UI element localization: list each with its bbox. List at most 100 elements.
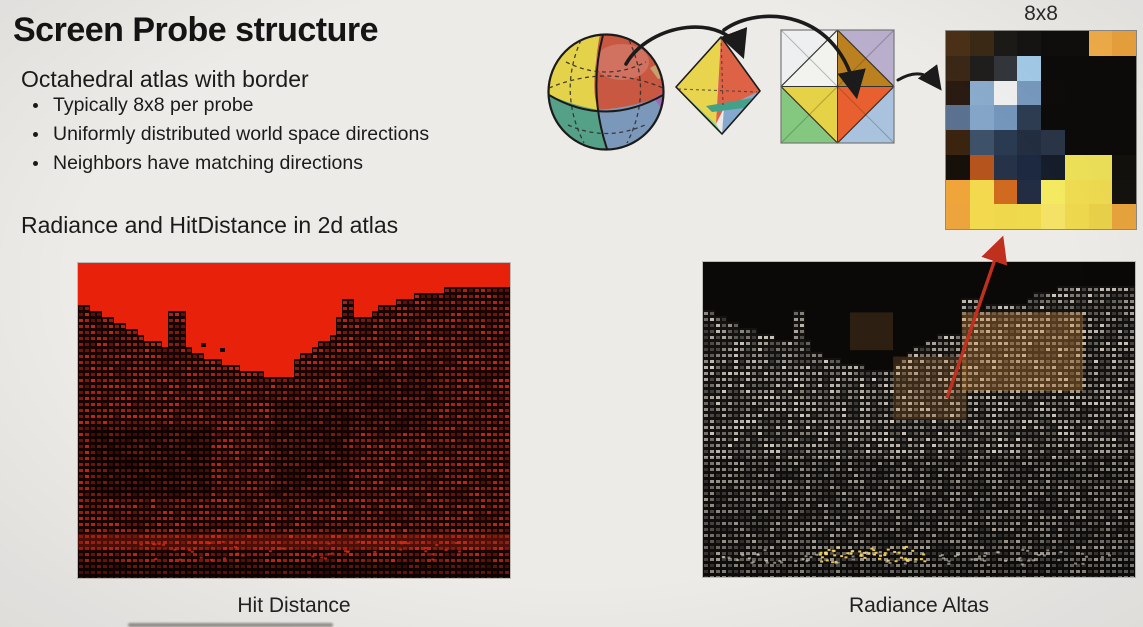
octahedron-face-yellow <box>676 37 721 124</box>
probe-grid-cell <box>1088 31 1113 56</box>
caption-hit-distance: Hit Distance <box>237 594 351 617</box>
probe-grid-cell <box>1112 154 1136 180</box>
probe-grid-cell <box>1088 154 1113 180</box>
probe-grid-cell <box>1017 80 1041 106</box>
probe-grid-cell <box>1088 179 1113 205</box>
probe-grid-cell <box>1064 204 1089 229</box>
probe-grid-cell <box>993 130 1018 155</box>
section-label: Radiance and HitDistance in 2d atlas <box>21 212 399 238</box>
bullet-text: Neighbors have matching directions <box>53 152 364 174</box>
octahedron-dashed-edges <box>677 36 758 106</box>
probe-grid-cell <box>1064 31 1089 56</box>
bullet-item: Typically 8x8 per probe <box>28 94 429 123</box>
probe-grid-cell <box>1017 130 1041 155</box>
probe-grid-cell <box>993 179 1018 205</box>
sphere-dashed-graticule <box>548 39 664 144</box>
probe-grid-cell <box>1041 31 1065 56</box>
bullet-item: Neighbors have matching directions <box>28 152 429 181</box>
probe-grid-cell <box>1112 130 1136 155</box>
probe-texel-grid <box>945 30 1137 230</box>
bullet-marker <box>33 103 38 108</box>
probe-grid-cell <box>1041 154 1065 180</box>
probe-grid-cell <box>1088 204 1113 229</box>
probe-grid-cell <box>946 204 970 229</box>
bullet-marker <box>33 161 38 166</box>
probe-grid-cell <box>1041 55 1065 81</box>
probe-grid-cell <box>1017 105 1041 130</box>
probe-grid-cell <box>946 105 970 130</box>
probe-grid-cell <box>946 55 970 81</box>
probe-grid-cell <box>1041 204 1065 229</box>
probe-grid-cell <box>969 130 994 155</box>
probe-grid-cell <box>946 179 970 205</box>
probe-grid-cell <box>1112 204 1136 229</box>
sphere-sliver-purple <box>654 90 664 113</box>
probe-grid-cell <box>1088 105 1113 130</box>
probe-grid-cell <box>1088 55 1113 81</box>
probe-grid-cell <box>1017 55 1041 81</box>
probe-grid-cell <box>1017 179 1041 205</box>
probe-grid-cell <box>969 154 994 180</box>
probe-grid-cell <box>946 154 970 180</box>
probe-grid-size-label: 8x8 <box>1024 2 1058 25</box>
atlas-to-grid-arrow-icon <box>896 64 942 91</box>
octahedron-diagram <box>675 36 761 135</box>
probe-grid-cell <box>1064 80 1089 106</box>
probe-grid-cell <box>969 55 994 81</box>
atlas-square-outline <box>780 29 895 144</box>
hit-distance-atlas-image <box>77 262 511 579</box>
probe-grid-cell <box>993 55 1018 81</box>
bullet-marker <box>33 132 38 137</box>
bullet-text: Typically 8x8 per probe <box>53 94 254 116</box>
bullet-list: Typically 8x8 per probe Uniformly distri… <box>28 94 429 181</box>
probe-grid-cell <box>969 204 994 229</box>
probe-grid-cell <box>1064 179 1089 205</box>
page-title: Screen Probe structure <box>13 11 379 49</box>
probe-grid-cell <box>1112 105 1136 130</box>
probe-grid-cell <box>946 130 970 155</box>
probe-grid-cell <box>969 105 994 130</box>
probe-grid-cell <box>1017 31 1041 56</box>
probe-grid-cell <box>969 80 994 106</box>
radiance-atlas-image <box>702 261 1136 578</box>
probe-grid-cell <box>969 31 994 56</box>
bullet-item: Uniformly distributed world space direct… <box>28 123 429 152</box>
subtitle: Octahedral atlas with border <box>21 66 309 92</box>
probe-grid-cell <box>993 105 1018 130</box>
probe-grid-cell <box>1064 55 1089 81</box>
caption-radiance-atlas: Radiance Altas <box>848 594 990 617</box>
sphere-meridian <box>595 34 608 150</box>
probe-grid-cell <box>993 80 1018 106</box>
probe-grid-cell <box>1064 130 1089 155</box>
probe-grid-cell <box>993 31 1018 56</box>
octahedral-mapping-diagram <box>547 14 942 151</box>
octahedron-to-atlas-arrow-icon <box>722 14 866 100</box>
probe-grid-cell <box>1112 80 1136 106</box>
probe-grid-cell <box>1017 154 1041 180</box>
probe-grid-cell <box>1041 130 1065 155</box>
probe-grid-cell <box>1088 80 1113 106</box>
probe-grid-cell <box>1064 105 1089 130</box>
octahedron-face-teal <box>706 98 752 112</box>
octahedron-outline <box>675 36 761 135</box>
sphere-diagram <box>547 33 665 151</box>
sphere-to-octahedron-arrow-icon <box>624 25 748 66</box>
probe-grid-cell <box>1064 154 1089 180</box>
probe-grid-cell <box>1041 179 1065 205</box>
probe-grid-cell <box>993 204 1018 229</box>
probe-grid-cell <box>969 179 994 205</box>
probe-grid-cell <box>1112 31 1136 56</box>
probe-grid-cell <box>1112 179 1136 205</box>
probe-grid-cell <box>1088 130 1113 155</box>
probe-grid-cell <box>1112 55 1136 81</box>
probe-grid-cell <box>1041 80 1065 106</box>
bullet-text: Uniformly distributed world space direct… <box>53 123 430 145</box>
sphere-highlight <box>595 44 649 80</box>
sphere-outline <box>547 33 665 151</box>
probe-grid-cell <box>993 154 1018 180</box>
sphere-equator <box>548 94 664 113</box>
probe-grid-cell <box>946 31 970 56</box>
probe-grid-cell <box>1041 105 1065 130</box>
cropped-bottom-artifact <box>128 623 333 627</box>
